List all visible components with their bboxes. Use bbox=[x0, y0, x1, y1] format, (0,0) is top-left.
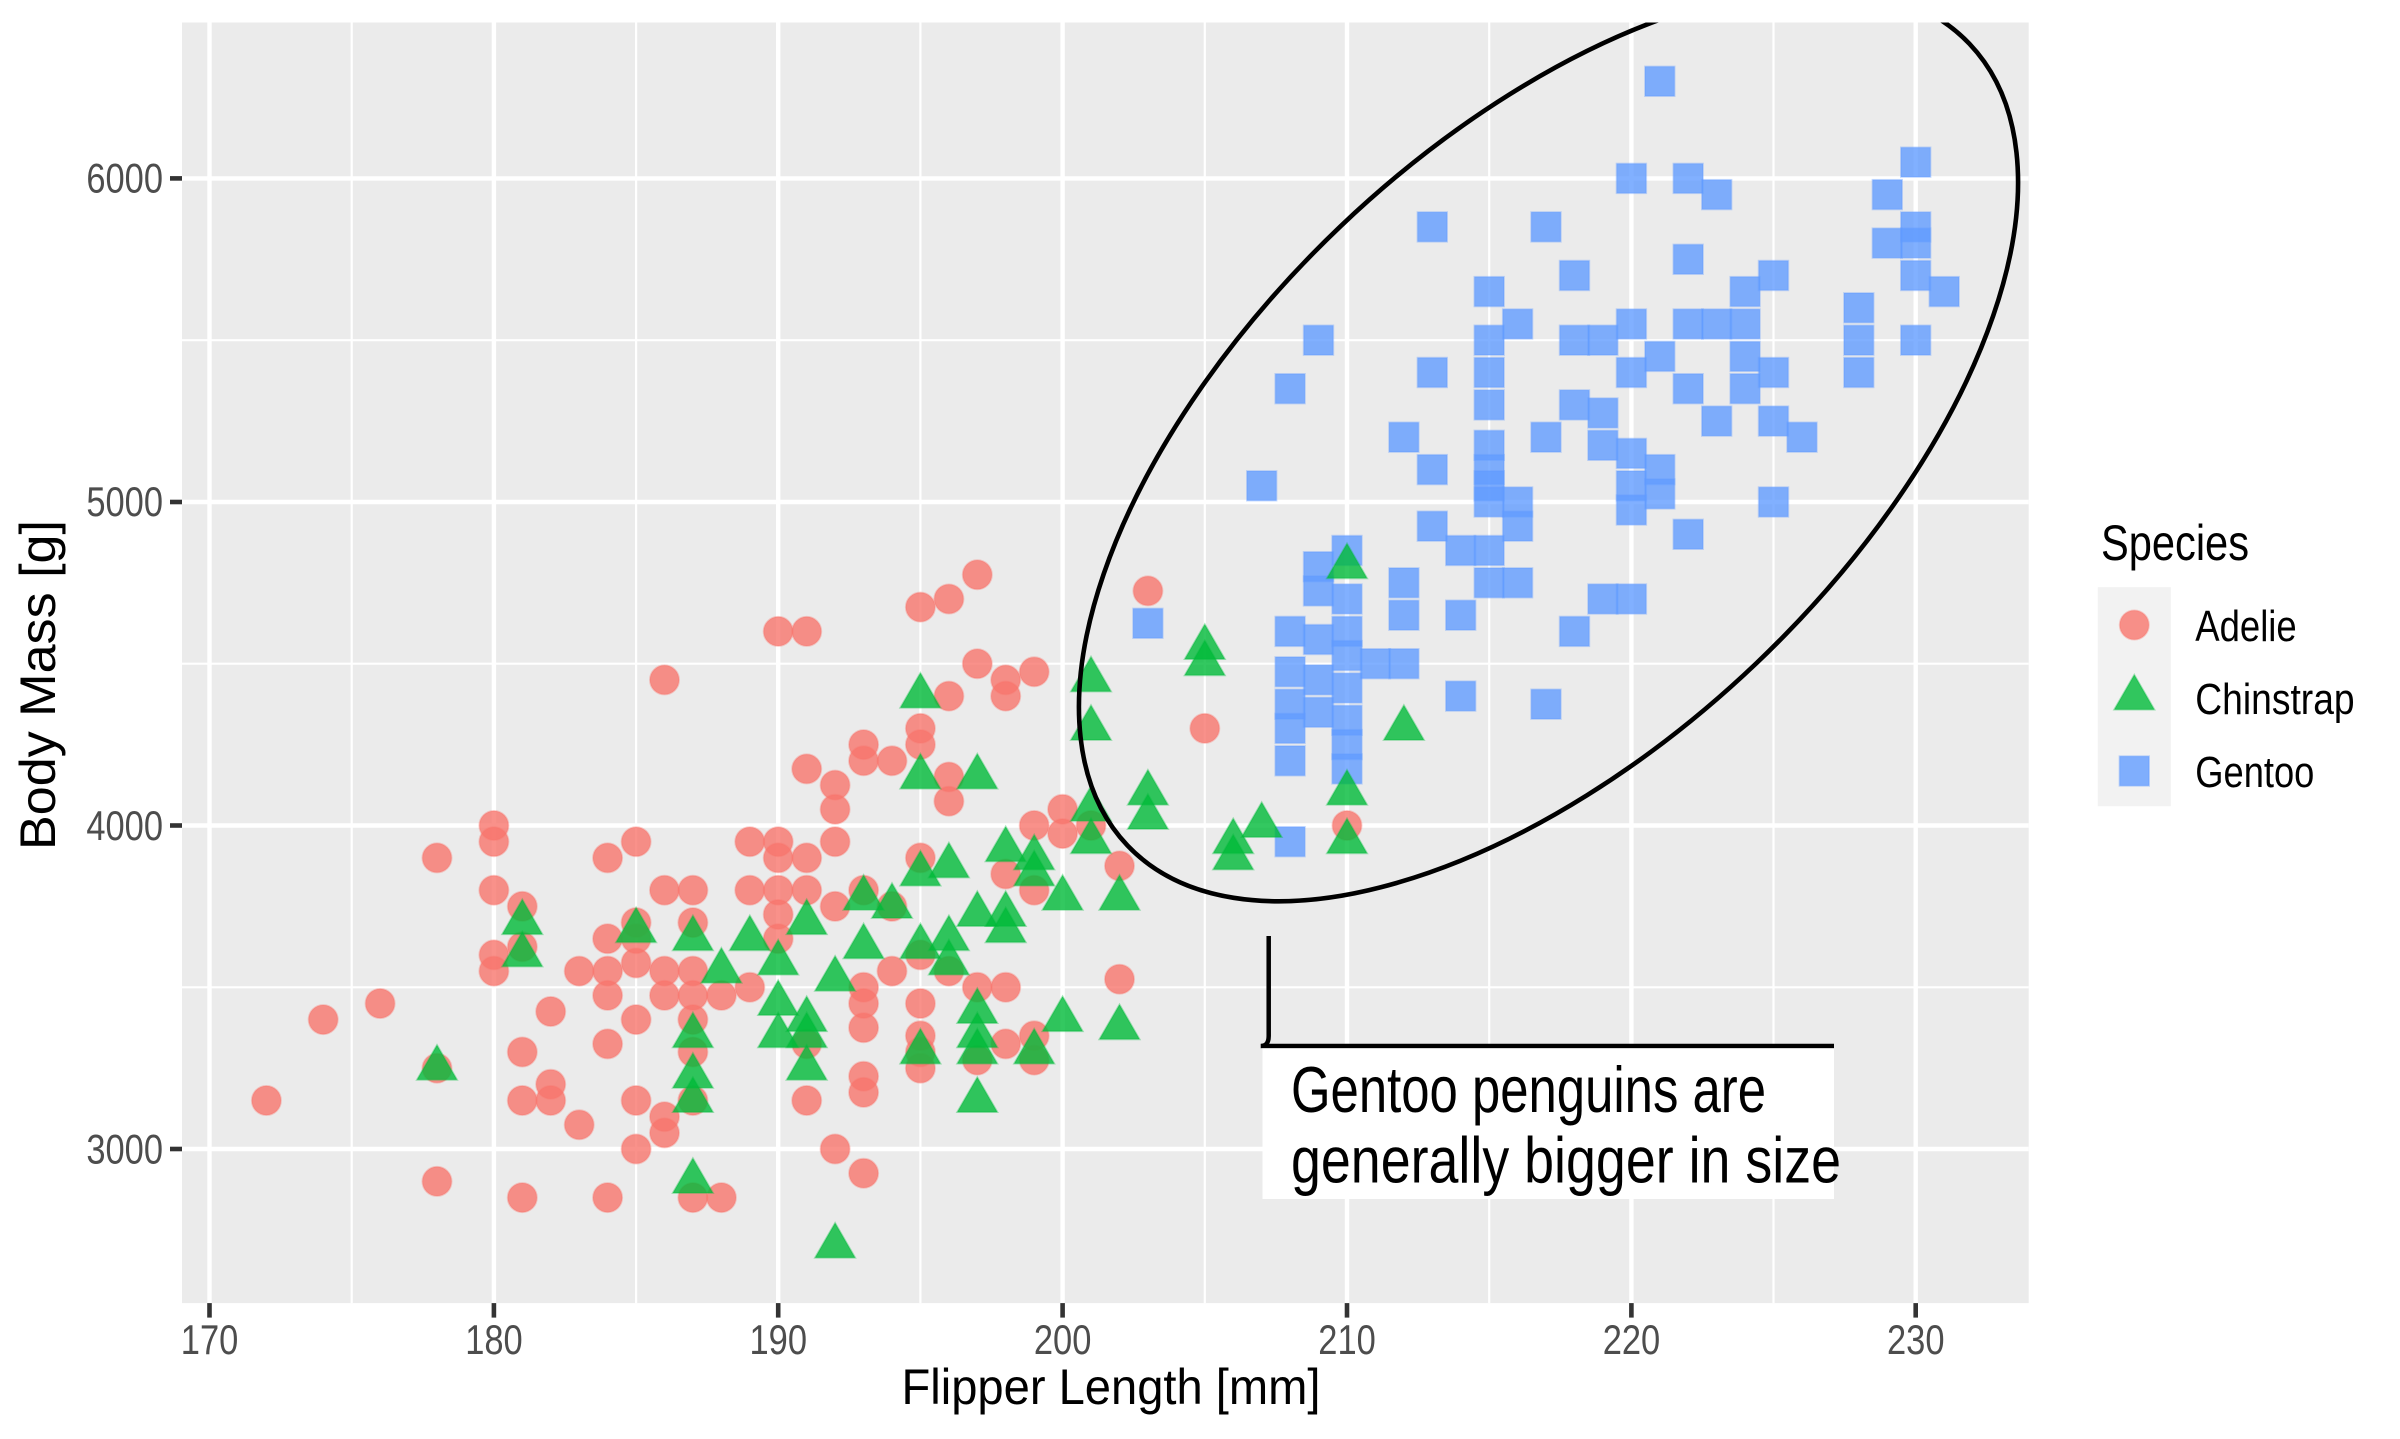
svg-text:190: 190 bbox=[750, 1316, 808, 1363]
svg-text:4000: 4000 bbox=[86, 802, 163, 849]
svg-text:Flipper Length [mm]: Flipper Length [mm] bbox=[902, 1359, 1321, 1415]
svg-text:170: 170 bbox=[181, 1316, 239, 1363]
svg-text:Gentoo penguins are: Gentoo penguins are bbox=[1291, 1054, 1766, 1126]
svg-text:5000: 5000 bbox=[86, 478, 163, 525]
svg-text:Gentoo: Gentoo bbox=[2195, 749, 2314, 797]
svg-text:180: 180 bbox=[465, 1316, 523, 1363]
svg-text:Body Mass [g]: Body Mass [g] bbox=[10, 520, 66, 850]
svg-text:Chinstrap: Chinstrap bbox=[2195, 676, 2354, 724]
svg-text:200: 200 bbox=[1034, 1316, 1092, 1363]
svg-text:Species: Species bbox=[2101, 515, 2249, 571]
svg-text:230: 230 bbox=[1887, 1316, 1945, 1363]
svg-text:Adelie: Adelie bbox=[2195, 603, 2296, 651]
svg-text:210: 210 bbox=[1318, 1316, 1376, 1363]
svg-text:generally bigger in size: generally bigger in size bbox=[1291, 1125, 1841, 1197]
svg-text:6000: 6000 bbox=[86, 155, 163, 202]
svg-text:3000: 3000 bbox=[86, 1125, 163, 1172]
svg-text:220: 220 bbox=[1603, 1316, 1661, 1363]
